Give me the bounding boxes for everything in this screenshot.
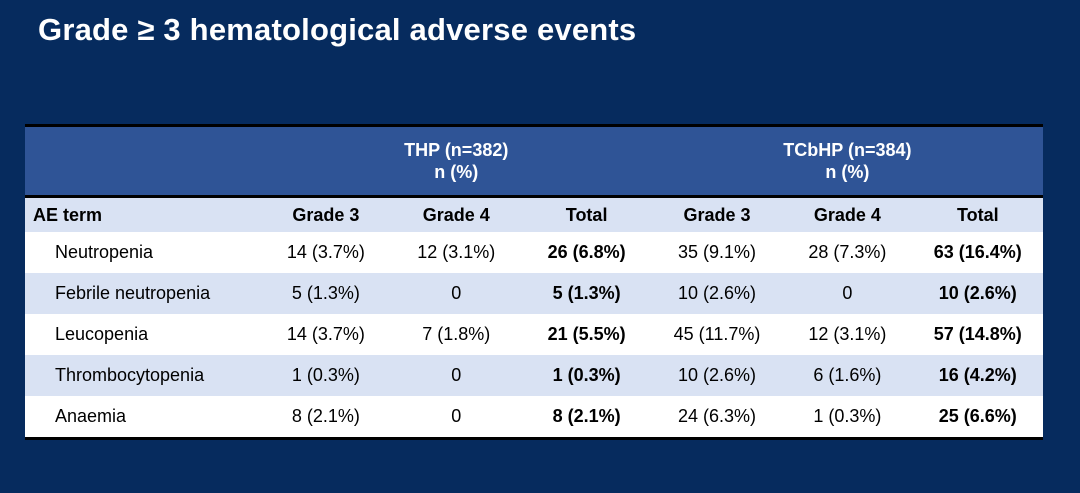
column-header-thp-grade3: Grade 3 [260, 196, 392, 232]
table-row-thrombocytopenia: Thrombocytopenia 1 (0.3%) 0 1 (0.3%) 10 … [25, 355, 1043, 396]
table-row-febrile-neutropenia: Febrile neutropenia 5 (1.3%) 0 5 (1.3%) … [25, 273, 1043, 314]
group-header-tcbhp-line2: n (%) [825, 162, 870, 182]
cell-tcbhp-grade3: 24 (6.3%) [651, 396, 783, 440]
cell-ae-term: Leucopenia [25, 314, 261, 355]
column-header-tcbhp-grade3: Grade 3 [651, 196, 783, 232]
cell-tcbhp-grade3: 10 (2.6%) [651, 355, 783, 396]
cell-tcbhp-grade4: 0 [782, 273, 913, 314]
cell-thp-grade3: 14 (3.7%) [260, 314, 392, 355]
cell-thp-grade4: 0 [391, 355, 522, 396]
adverse-events-table: THP (n=382) n (%) TCbHP (n=384) n (%) AE… [25, 124, 1043, 440]
table-row-neutropenia: Neutropenia 14 (3.7%) 12 (3.1%) 26 (6.8%… [25, 232, 1043, 273]
column-header-tcbhp-total: Total [912, 196, 1043, 232]
cell-thp-grade4: 0 [391, 396, 522, 440]
cell-tcbhp-total: 63 (16.4%) [912, 232, 1043, 273]
cell-tcbhp-total: 57 (14.8%) [912, 314, 1043, 355]
cell-tcbhp-grade3: 35 (9.1%) [651, 232, 783, 273]
cell-thp-total: 5 (1.3%) [521, 273, 652, 314]
group-header-empty-cell [25, 125, 261, 198]
column-header-row: AE term Grade 3 Grade 4 Total Grade 3 Gr… [25, 196, 1043, 232]
cell-thp-grade4: 0 [391, 273, 522, 314]
cell-thp-total: 8 (2.1%) [521, 396, 652, 440]
group-header-thp-line2: n (%) [434, 162, 479, 182]
group-header-thp: THP (n=382) n (%) [260, 125, 652, 198]
group-header-row: THP (n=382) n (%) TCbHP (n=384) n (%) [25, 125, 1043, 198]
cell-thp-grade3: 14 (3.7%) [260, 232, 392, 273]
cell-tcbhp-grade4: 6 (1.6%) [782, 355, 913, 396]
cell-tcbhp-grade4: 12 (3.1%) [782, 314, 913, 355]
column-header-tcbhp-grade4: Grade 4 [782, 196, 913, 232]
group-header-tcbhp-line1: TCbHP (n=384) [783, 139, 912, 160]
group-header-thp-line1: THP (n=382) [404, 139, 509, 160]
cell-ae-term: Neutropenia [25, 232, 261, 273]
cell-thp-grade4: 7 (1.8%) [391, 314, 522, 355]
cell-tcbhp-grade4: 1 (0.3%) [782, 396, 913, 440]
cell-thp-total: 1 (0.3%) [521, 355, 652, 396]
cell-tcbhp-total: 16 (4.2%) [912, 355, 1043, 396]
table-row-anaemia: Anaemia 8 (2.1%) 0 8 (2.1%) 24 (6.3%) 1 … [25, 396, 1043, 440]
cell-thp-total: 26 (6.8%) [521, 232, 652, 273]
cell-ae-term: Anaemia [25, 396, 261, 440]
group-header-tcbhp: TCbHP (n=384) n (%) [651, 125, 1043, 198]
cell-thp-total: 21 (5.5%) [521, 314, 652, 355]
column-header-thp-total: Total [521, 196, 652, 232]
table-row-leucopenia: Leucopenia 14 (3.7%) 7 (1.8%) 21 (5.5%) … [25, 314, 1043, 355]
column-header-ae-term: AE term [25, 196, 261, 232]
column-header-thp-grade4: Grade 4 [391, 196, 522, 232]
slide-title: Grade ≥ 3 hematological adverse events [38, 12, 637, 47]
cell-thp-grade3: 1 (0.3%) [260, 355, 392, 396]
cell-thp-grade3: 8 (2.1%) [260, 396, 392, 440]
cell-tcbhp-total: 10 (2.6%) [912, 273, 1043, 314]
cell-thp-grade3: 5 (1.3%) [260, 273, 392, 314]
cell-thp-grade4: 12 (3.1%) [391, 232, 522, 273]
cell-tcbhp-grade3: 45 (11.7%) [651, 314, 783, 355]
cell-tcbhp-grade3: 10 (2.6%) [651, 273, 783, 314]
cell-ae-term: Thrombocytopenia [25, 355, 261, 396]
cell-tcbhp-grade4: 28 (7.3%) [782, 232, 913, 273]
cell-tcbhp-total: 25 (6.6%) [912, 396, 1043, 440]
cell-ae-term: Febrile neutropenia [25, 273, 261, 314]
